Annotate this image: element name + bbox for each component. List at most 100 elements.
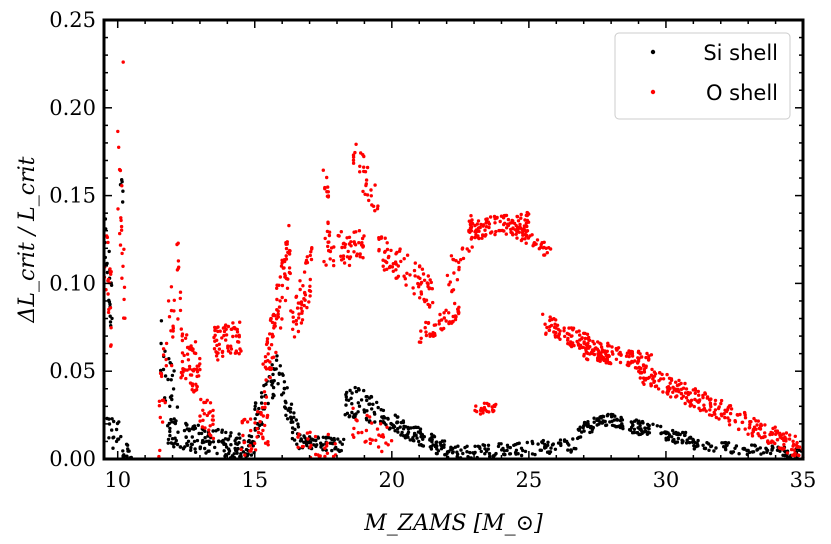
x-tick-label: 30 xyxy=(653,468,680,492)
data-point xyxy=(735,413,739,417)
data-point xyxy=(770,444,774,448)
data-point xyxy=(692,404,696,409)
data-point xyxy=(339,230,343,234)
data-point xyxy=(388,264,392,268)
data-point xyxy=(653,372,658,376)
data-point xyxy=(508,452,513,456)
data-point xyxy=(543,322,547,326)
data-point xyxy=(168,395,173,399)
data-point xyxy=(159,341,163,346)
data-point xyxy=(223,454,227,458)
data-point xyxy=(437,322,441,326)
data-point xyxy=(304,260,308,264)
data-point xyxy=(354,230,358,234)
data-point xyxy=(347,263,352,268)
data-point xyxy=(789,447,794,452)
data-point xyxy=(714,415,718,420)
data-point xyxy=(349,396,353,400)
data-point xyxy=(417,285,421,289)
data-point xyxy=(172,369,176,373)
data-point xyxy=(212,347,217,351)
data-point xyxy=(664,430,669,434)
data-point xyxy=(319,444,323,448)
data-point xyxy=(212,335,216,340)
data-point xyxy=(703,446,708,451)
data-point xyxy=(650,367,654,372)
data-point xyxy=(370,407,374,411)
data-point xyxy=(159,319,164,323)
data-point xyxy=(253,404,257,408)
data-point xyxy=(281,391,286,395)
data-point xyxy=(615,418,620,422)
data-point xyxy=(309,250,313,254)
data-point xyxy=(179,370,184,375)
data-point xyxy=(419,329,423,333)
data-point xyxy=(689,402,693,407)
data-point xyxy=(547,328,552,332)
data-point xyxy=(785,451,790,455)
data-point xyxy=(211,422,215,426)
data-point xyxy=(277,283,281,287)
data-point xyxy=(308,294,312,298)
data-point xyxy=(182,353,186,358)
data-point xyxy=(666,392,670,396)
data-point xyxy=(556,441,561,445)
data-point xyxy=(243,417,247,422)
data-point xyxy=(578,338,582,342)
data-point xyxy=(157,399,162,403)
data-point xyxy=(283,298,288,303)
data-point xyxy=(242,440,246,445)
data-point xyxy=(120,276,124,280)
data-point xyxy=(523,237,527,241)
data-point xyxy=(724,443,729,447)
data-point xyxy=(583,336,588,341)
data-point xyxy=(310,247,314,251)
data-point xyxy=(230,327,234,331)
data-point xyxy=(360,236,365,241)
data-point xyxy=(166,377,170,382)
data-point xyxy=(299,321,304,325)
data-point xyxy=(669,378,674,382)
data-point xyxy=(641,363,646,367)
data-point xyxy=(411,436,415,440)
data-point xyxy=(357,404,362,408)
data-point xyxy=(604,361,608,365)
data-point xyxy=(337,234,341,238)
data-point xyxy=(474,233,478,237)
data-point xyxy=(548,315,552,319)
data-point xyxy=(207,428,211,432)
data-point xyxy=(606,344,610,348)
data-point xyxy=(107,422,112,426)
data-point xyxy=(684,387,689,391)
data-point xyxy=(549,446,553,450)
data-point xyxy=(350,391,354,395)
data-point xyxy=(180,334,184,338)
data-point xyxy=(189,445,193,450)
data-point xyxy=(206,449,210,453)
data-point xyxy=(231,334,235,339)
data-point xyxy=(277,305,282,309)
data-point xyxy=(688,435,693,439)
data-point xyxy=(176,317,180,321)
data-point xyxy=(492,403,496,408)
data-point xyxy=(361,256,365,260)
data-point xyxy=(457,305,461,309)
data-point xyxy=(171,335,175,339)
data-point xyxy=(298,279,302,283)
data-point xyxy=(237,432,241,436)
data-point xyxy=(119,224,124,229)
data-point xyxy=(513,442,518,447)
data-point xyxy=(214,326,218,330)
data-point xyxy=(693,391,697,395)
data-point xyxy=(226,324,231,329)
data-point xyxy=(255,426,259,431)
data-point xyxy=(182,367,186,372)
data-point xyxy=(468,450,472,455)
data-point xyxy=(411,286,415,290)
data-point xyxy=(636,431,640,435)
data-point xyxy=(470,245,474,249)
data-point xyxy=(271,392,275,397)
data-point xyxy=(321,435,325,439)
data-point xyxy=(668,381,672,385)
data-point xyxy=(569,326,574,330)
